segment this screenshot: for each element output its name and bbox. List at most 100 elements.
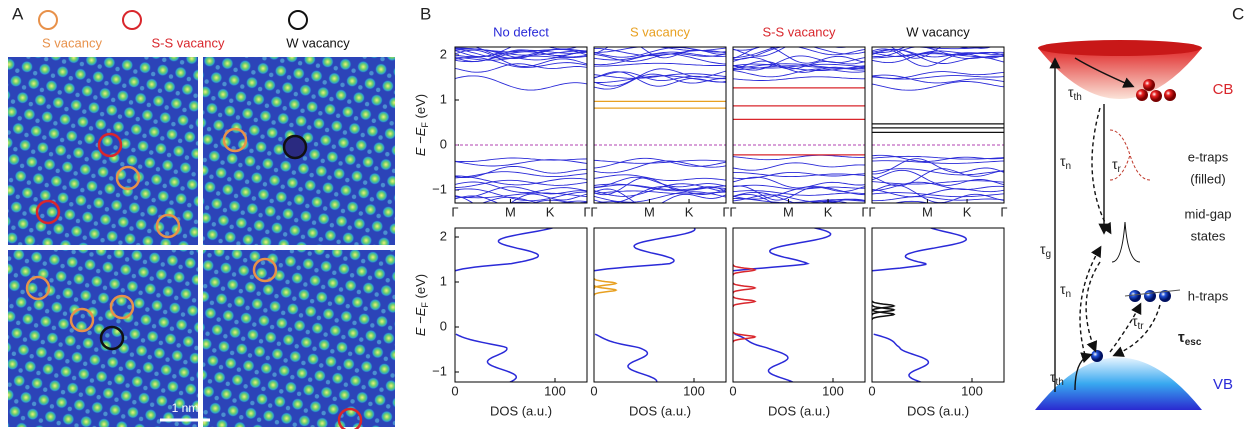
tau-symbol: τ: [1112, 156, 1118, 172]
k-label: K: [824, 204, 833, 219]
band: [594, 191, 726, 203]
k-label: Γ: [583, 204, 590, 219]
dos-frame: [732, 227, 866, 383]
k-label: M: [644, 204, 655, 219]
dos-frame: [454, 227, 588, 383]
dos-curve: [594, 333, 658, 382]
mid-gap-peak: [1111, 221, 1141, 263]
band: [455, 55, 587, 61]
y-label-main: E −E: [413, 127, 428, 156]
e-trap-distribution: [1109, 154, 1131, 181]
k-label: M: [783, 204, 794, 219]
band: [733, 56, 865, 70]
y-label-sub: F: [420, 302, 430, 308]
stem-images: 1 nm: [8, 57, 395, 429]
tau-symbol: τ: [1068, 84, 1074, 100]
band: [733, 162, 865, 171]
x-axis-label: DOS (a.u.): [907, 403, 969, 418]
band: [594, 188, 726, 203]
tau-subscript: n: [1066, 161, 1072, 172]
band: [594, 62, 726, 67]
k-label: Γ: [451, 204, 458, 219]
k-label: Γ: [1000, 204, 1007, 219]
band: [455, 181, 587, 194]
y-tick-label: 0: [440, 318, 447, 333]
tau-subscript: th: [1056, 377, 1064, 388]
band-plot: [733, 47, 865, 203]
band: [455, 157, 587, 163]
dos-defect-peak: [594, 284, 618, 296]
k-label: M: [922, 204, 933, 219]
electrons: [1136, 79, 1176, 102]
band: [594, 201, 637, 203]
band: [733, 197, 865, 203]
band: [594, 73, 726, 90]
band: [872, 192, 1004, 198]
x-tick-label: 0: [868, 383, 875, 398]
band: [872, 53, 1004, 59]
band: [455, 171, 587, 179]
x-tick-label: 100: [822, 383, 844, 398]
tau-subscript: esc: [1185, 337, 1202, 348]
schematic: [1035, 40, 1202, 410]
tau-label: τg: [1040, 241, 1051, 260]
band: [872, 168, 1004, 187]
band: [733, 47, 838, 51]
band: [872, 160, 1004, 164]
band: [733, 60, 865, 73]
band: [872, 47, 1004, 57]
y-tick-label: 1: [440, 91, 447, 106]
legend-label: S-S vacancy: [152, 35, 225, 50]
legend-marker: [288, 10, 308, 30]
x-tick-label: 0: [729, 383, 736, 398]
band: [594, 47, 726, 58]
panel-label: A: [12, 4, 24, 23]
dos-curve: [872, 228, 968, 272]
band: [872, 81, 1004, 91]
band: [455, 186, 587, 198]
band: [594, 176, 726, 188]
band: [872, 180, 1004, 185]
cb-top: [1038, 40, 1202, 56]
band: [872, 181, 1004, 192]
y-label-unit: (eV): [413, 94, 428, 122]
panel-label: B: [420, 4, 431, 23]
state-label: (filled): [1190, 171, 1225, 186]
tau-subscript: g: [1046, 249, 1052, 260]
tau-subscript: th: [1074, 92, 1082, 103]
band: [481, 196, 587, 203]
image-bl: [8, 250, 198, 427]
dos-curve: [455, 333, 518, 382]
band: [733, 184, 865, 190]
state-label: e-traps: [1188, 149, 1229, 164]
band: [455, 75, 587, 91]
column-title: W vacancy: [906, 24, 970, 39]
band: [733, 47, 865, 64]
band: [455, 175, 587, 186]
band: [455, 192, 587, 199]
band: [594, 183, 726, 192]
dos-defect-peak: [872, 300, 896, 312]
band-plot: [872, 47, 1004, 203]
h-trap-level: [1124, 289, 1181, 297]
dos-frame: [593, 227, 727, 383]
e-trap-distribution: [1109, 129, 1151, 181]
tau-label: τn: [1060, 281, 1071, 300]
x-axis-label: DOS (a.u.): [490, 403, 552, 418]
band: [872, 168, 1004, 176]
band: [733, 76, 865, 81]
tau-subscript: tr: [1138, 321, 1145, 332]
band: [455, 179, 587, 188]
column-title: S vacancy: [630, 24, 690, 39]
holes: [1091, 290, 1171, 362]
tau-symbol: τ: [1040, 241, 1046, 257]
tau-label: τth: [1068, 84, 1082, 103]
band: [733, 154, 865, 161]
band-plot: [594, 47, 726, 203]
band: [507, 201, 587, 203]
dos-defect-peak: [733, 296, 757, 307]
band: [872, 75, 1004, 80]
dos-plot: [872, 228, 968, 382]
dos-plot: [733, 228, 832, 382]
y-tick-label: −1: [432, 363, 447, 378]
